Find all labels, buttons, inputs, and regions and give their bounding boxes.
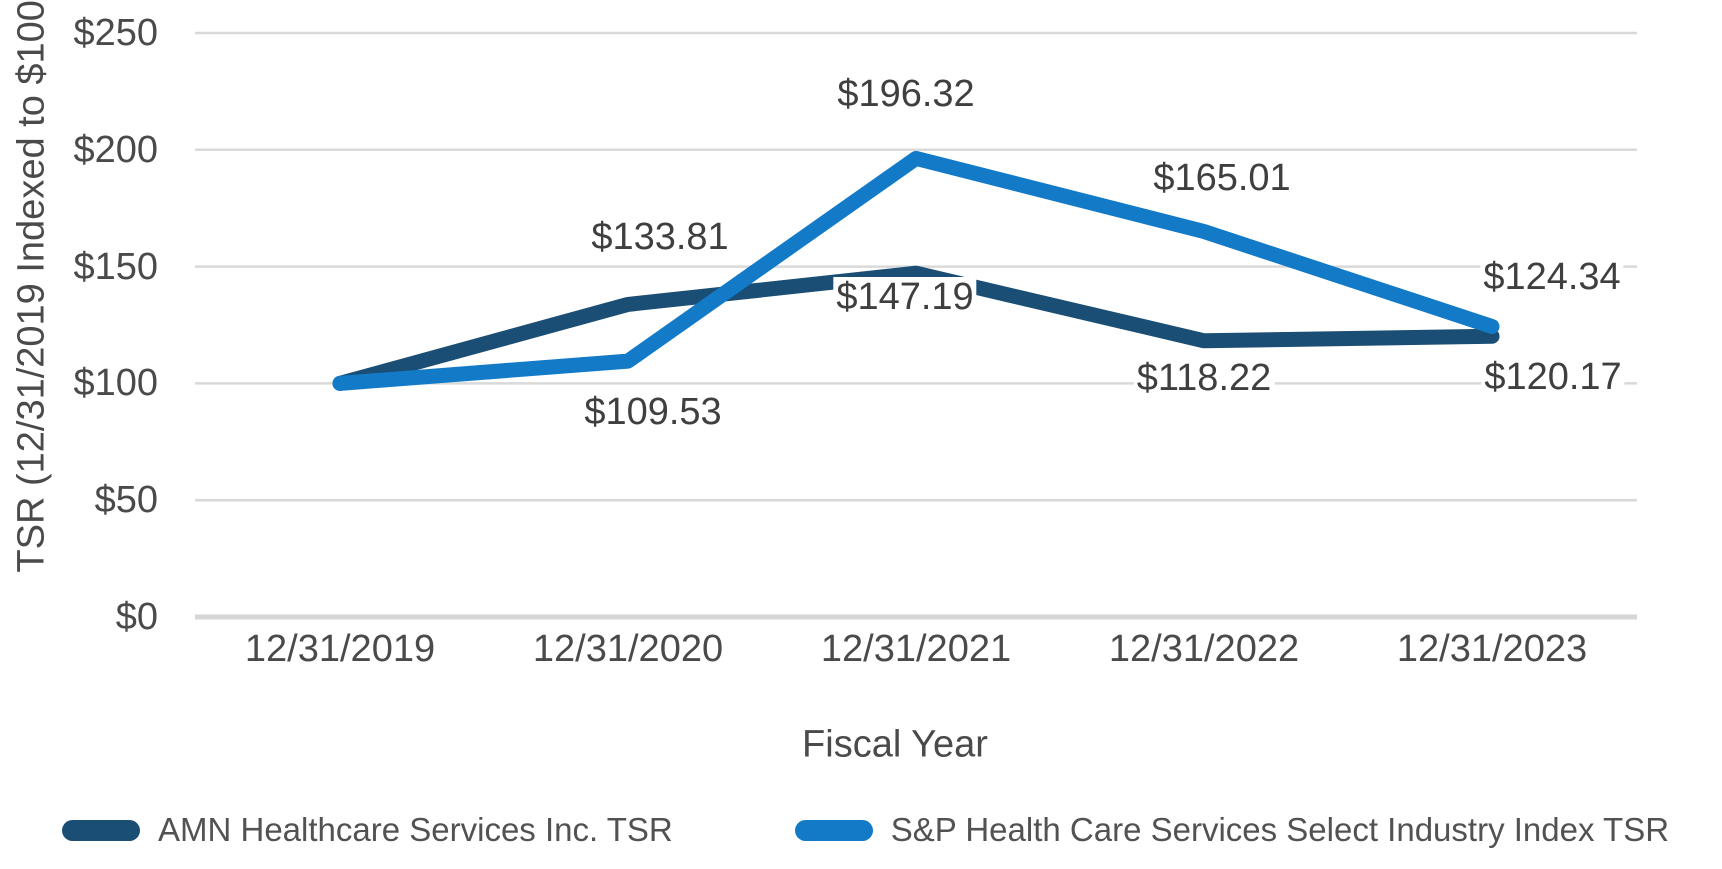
x-tick-label: 12/31/2022 [1108, 628, 1300, 670]
y-tick-label: $150 [73, 245, 158, 288]
y-tick-label: $0 [115, 596, 158, 638]
data-label: $196.32 [834, 74, 978, 115]
y-tick-label: $50 [94, 479, 158, 522]
legend: AMN Healthcare Services Inc. TSR S&P Hea… [62, 806, 1702, 854]
data-label: $109.53 [581, 392, 725, 433]
legend-label-sp-index: S&P Health Care Services Select Industry… [890, 811, 1670, 848]
series-line-0 [332, 265, 1500, 391]
data-label: $118.22 [1133, 357, 1275, 398]
y-tick-label: $200 [73, 128, 158, 171]
series-line-1 [332, 150, 1500, 391]
data-label: $124.34 [1480, 256, 1624, 297]
amn-series-swatch-icon [62, 819, 140, 841]
data-label: $165.01 [1150, 157, 1294, 198]
y-axis-title: TSR (12/31/2019 Indexed to $100) [10, 0, 53, 573]
data-label: $120.17 [1481, 357, 1625, 398]
x-tick-label: 12/31/2021 [820, 628, 1012, 670]
legend-item-amn: AMN Healthcare Services Inc. TSR [62, 811, 673, 849]
x-tick-label: 12/31/2019 [244, 628, 436, 670]
x-tick-label: 12/31/2023 [1396, 628, 1588, 670]
data-label: $147.19 [833, 277, 977, 318]
legend-item-sp-index: S&P Health Care Services Select Industry… [794, 811, 1670, 849]
legend-label-amn: AMN Healthcare Services Inc. TSR [158, 811, 673, 848]
x-axis-title: Fiscal Year [802, 723, 988, 766]
y-tick-label: $100 [73, 362, 158, 405]
y-tick-label: $250 [73, 12, 158, 54]
x-tick-label: 12/31/2020 [532, 628, 724, 670]
data-label: $133.81 [588, 217, 732, 258]
sp-index-series-swatch-icon [794, 819, 873, 841]
